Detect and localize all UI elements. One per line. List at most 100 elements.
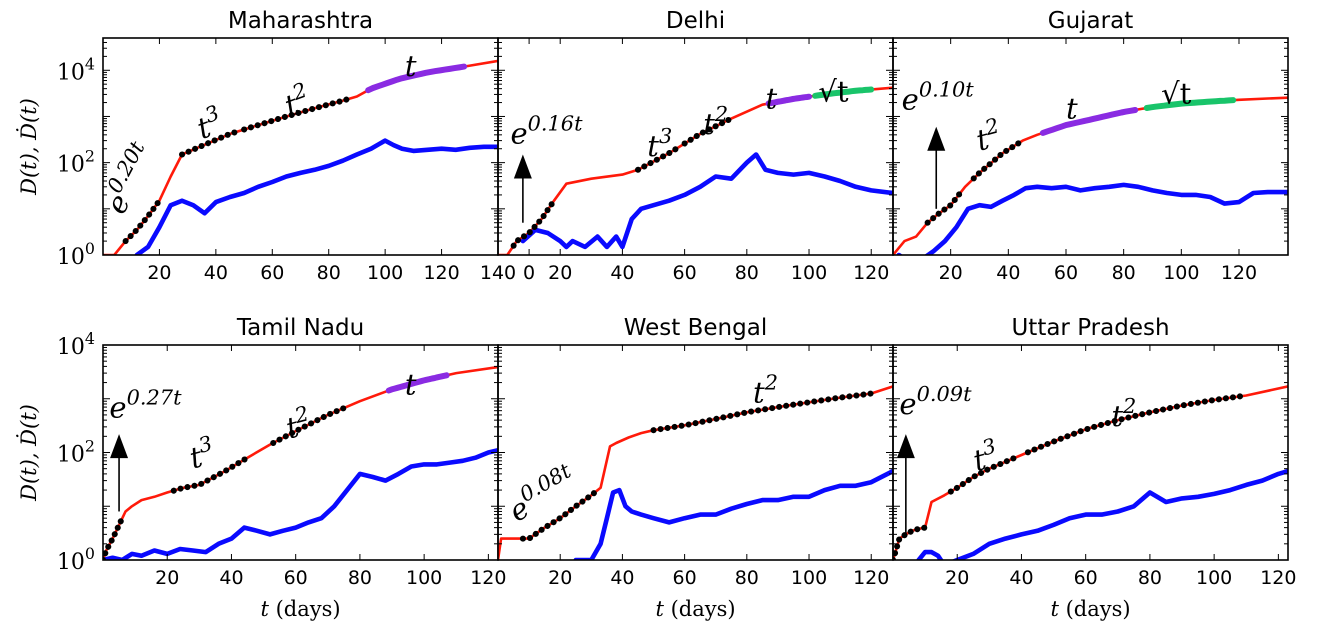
annotation-label: t3 [185, 431, 219, 475]
x-tick-label: 100 [1163, 262, 1199, 284]
annotation-label: t [1066, 92, 1078, 126]
fit-segment [970, 137, 1026, 182]
fit-segment [270, 405, 347, 446]
x-tick-label: 80 [348, 567, 372, 589]
fit-segment [385, 372, 450, 394]
x-axis-label: t (days) [260, 597, 340, 621]
x-tick-label: 120 [1260, 567, 1296, 589]
x-tick-label: 80 [735, 262, 759, 284]
plot-area [103, 59, 498, 255]
x-tick-label: 100 [367, 262, 403, 284]
fit-segment [519, 489, 598, 542]
x-tick-label: 60 [1054, 262, 1078, 284]
x-tick-label: 40 [610, 567, 634, 589]
y-axis-label: D(t), Ḋ(t) [17, 98, 41, 196]
annotation-label: √t [818, 75, 848, 109]
plot-area [893, 385, 1288, 560]
fit-segment [1024, 392, 1250, 456]
x-tick-label: 20 [155, 567, 179, 589]
annotation-label: t [765, 81, 777, 115]
axes-frame [497, 37, 894, 256]
fit-segment [510, 197, 557, 249]
fit-segment [812, 86, 875, 99]
x-tick-label: 100 [1196, 567, 1232, 589]
y-tick-label: 102 [57, 147, 95, 178]
annotation-label: t3 [647, 124, 672, 163]
fit-segment [365, 63, 468, 94]
cumulative-line [893, 385, 1288, 560]
axes-frame [497, 344, 894, 561]
x-tick-label: 120 [853, 262, 889, 284]
x-tick-label: 60 [673, 567, 697, 589]
fit-segment [103, 515, 126, 560]
panel-delhi: e0.16t t3 t2 t √t 0 20 40 60 80 100 120 Delhi [497, 8, 894, 284]
axes-frame [892, 37, 1289, 256]
daily-line [573, 468, 893, 560]
fit-segment [893, 524, 929, 560]
y-axis-label: D(t), Ḋ(t) [17, 404, 41, 502]
annotation-label: e0.09t [899, 382, 972, 421]
panel-title: West Bengal [624, 315, 767, 341]
fit-segment [635, 144, 682, 173]
annotation-label: t2 [1111, 394, 1136, 433]
x-tick-label: 120 [423, 262, 459, 284]
x-tick-label: 140 [480, 262, 516, 284]
fit-segment [765, 93, 812, 107]
annotation-label: √t [1161, 77, 1191, 111]
panel-title: Uttar Pradesh [1011, 315, 1169, 341]
fit-segment [241, 95, 355, 133]
annotation-label: e0.16t [510, 111, 583, 150]
x-tick-label: 80 [317, 262, 341, 284]
x-tick-label: 80 [1138, 567, 1162, 589]
x-tick-label: 60 [673, 262, 697, 284]
x-tick-label: 40 [204, 262, 228, 284]
fit-segment [179, 128, 242, 158]
daily-line [896, 182, 1288, 255]
x-tick-label: 100 [791, 567, 827, 589]
fit-segment [1039, 107, 1139, 136]
annotation-label: t [405, 367, 417, 401]
plot-area [103, 365, 498, 560]
x-tick-label: 120 [1221, 262, 1257, 284]
y-tick-label: 104 [57, 54, 95, 85]
y-tick-label: 102 [57, 437, 95, 468]
panel-west-bengal: e0.08t t2 20 40 60 80 100 120 West Bengal t (days… [497, 315, 894, 621]
x-tick-label: 40 [1009, 567, 1033, 589]
x-tick-label: 100 [791, 262, 827, 284]
panel-title: Delhi [666, 8, 725, 34]
panel-title: Tamil Nadu [236, 315, 364, 341]
x-tick-label: 120 [853, 567, 889, 589]
axes-frame [892, 344, 1289, 561]
x-tick-label: 80 [735, 567, 759, 589]
x-tick-label: 80 [1112, 262, 1136, 284]
x-tick-label: 60 [284, 567, 308, 589]
panel-title: Maharashtra [228, 8, 373, 34]
annotation-label: t3 [968, 434, 1002, 478]
fit-segment [650, 390, 875, 434]
annotation-label: t [405, 49, 417, 83]
fit-segment [170, 454, 251, 494]
plot-area [498, 385, 893, 560]
panel-title: Gujarat [1048, 8, 1133, 34]
x-tick-label: 20 [548, 262, 572, 284]
x-tick-label: 60 [260, 262, 284, 284]
fit-segment [122, 197, 163, 245]
x-tick-label: 0 [523, 262, 535, 284]
daily-line [103, 447, 498, 560]
y-tick-label: 100 [57, 239, 95, 270]
x-tick-label: 40 [996, 262, 1020, 284]
x-tick-label: 20 [147, 262, 171, 284]
y-tick-label: 104 [57, 329, 95, 360]
x-tick-label: 20 [945, 567, 969, 589]
fit-segment [947, 454, 1018, 495]
fit-segment [681, 115, 735, 147]
annotation-label: t2 [703, 102, 728, 141]
x-axis-label: t (days) [1050, 597, 1130, 621]
annotation-label: e0.08t [501, 458, 583, 528]
fit-segment [1143, 97, 1237, 111]
x-tick-label: 60 [1074, 567, 1098, 589]
annotation-label: t2 [753, 370, 778, 409]
